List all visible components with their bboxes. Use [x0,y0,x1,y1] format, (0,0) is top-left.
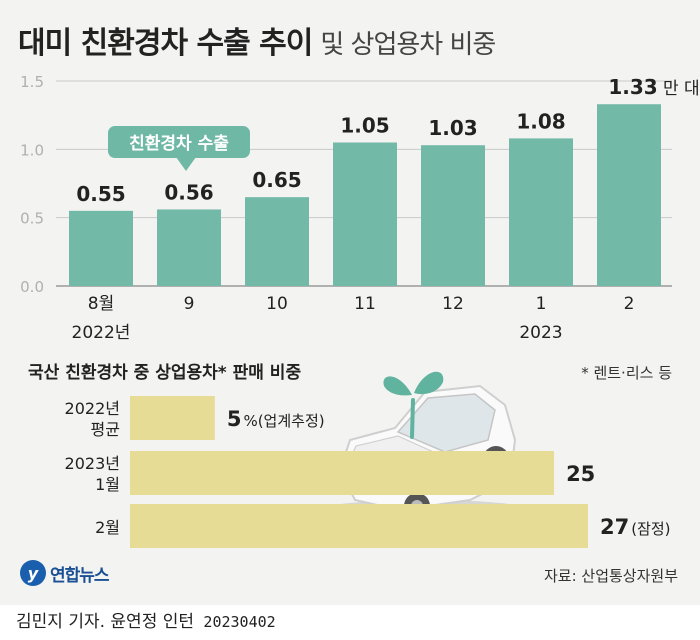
share-value-suffix: (잠정) [631,520,670,538]
year-label-2022: 2022년 [72,323,131,343]
x-tick-label: 11 [354,294,376,314]
share-value-suffix: %(업계추정) [243,412,324,430]
byline-author: 김민지 기자. 윤연정 인턴 [16,612,195,632]
byline-date: 20230402 [203,613,276,631]
bar-value-label: 0.56 [164,180,213,204]
share-category-label: 2월 [95,518,120,537]
sprout-stem [410,398,415,439]
title-sub: 및 상업용차 비중 [320,30,496,60]
sprout-leaf-right [414,371,444,395]
export-bar-chart: 0.0 0.5 1.0 1.5 0.55 8월 0.56 9 0.65 10 1.05 11 1.03 1… [20,73,700,343]
bar-value-label: 1.33 [608,75,657,99]
bar-value-label: 1.08 [516,109,565,133]
unit-label: 만 대 [663,79,700,99]
callout-bubble [108,126,250,158]
share-bar [130,396,215,440]
y-tick-label: 1.5 [20,73,44,91]
bar-value-label: 0.65 [252,168,301,192]
car-illustration [320,371,530,520]
share-chart-title: 국산 친환경차 중 상업용차* 판매 비중 [28,363,301,383]
callout-label: 친환경차 수출 [129,134,229,154]
share-value-label: 25 [566,462,595,486]
y-tick-label: 0.0 [20,278,44,296]
share-category-label: 2022년 [65,399,120,418]
bar [69,210,133,286]
footnote: * 렌트·리스 등 [581,364,672,382]
y-tick-label: 0.5 [20,210,44,228]
bar [157,209,221,286]
x-tick-label: 12 [442,294,464,314]
bar [333,142,397,286]
x-tick-label: 1 [536,294,547,314]
title-main: 대미 친환경차 수출 추이 [18,26,313,61]
callout-pointer [176,157,196,171]
share-value-label: 5 [227,407,242,431]
page-title: 대미 친환경차 수출 추이 및 상업용차 비중 [18,18,496,62]
x-tick-label: 8월 [88,294,114,314]
bar [597,104,661,286]
source-note: 자료: 산업통상자원부 [543,567,678,585]
logo-text: 연합뉴스 [50,565,110,586]
share-category-label: 평균 [91,420,120,439]
bar-value-label: 1.03 [428,116,477,140]
year-label-2023: 2023 [519,323,562,343]
chart-canvas: 0.0 0.5 1.0 1.5 0.55 8월 0.56 9 0.65 10 1.05 11 1.03 1… [20,73,700,548]
y-tick-label: 1.0 [20,141,44,159]
bar-value-label: 1.05 [340,114,389,138]
share-bar [130,451,555,495]
bar [421,145,485,286]
yonhap-logo-icon: y [20,560,46,586]
x-tick-label: 9 [184,294,195,314]
bar [509,138,573,286]
x-tick-label: 10 [266,294,288,314]
sprout-leaf-left [383,376,412,396]
x-tick-label: 2 [624,294,635,314]
share-category-label: 1월 [95,475,120,494]
byline: 김민지 기자. 윤연정 인턴 20230402 [16,607,276,632]
share-bar [130,504,588,548]
bar [245,197,309,286]
share-value-label: 27 [600,515,629,539]
bar-value-label: 0.55 [76,182,125,206]
logo: y 연합뉴스 [20,560,110,586]
share-category-label: 2023년 [65,454,120,473]
